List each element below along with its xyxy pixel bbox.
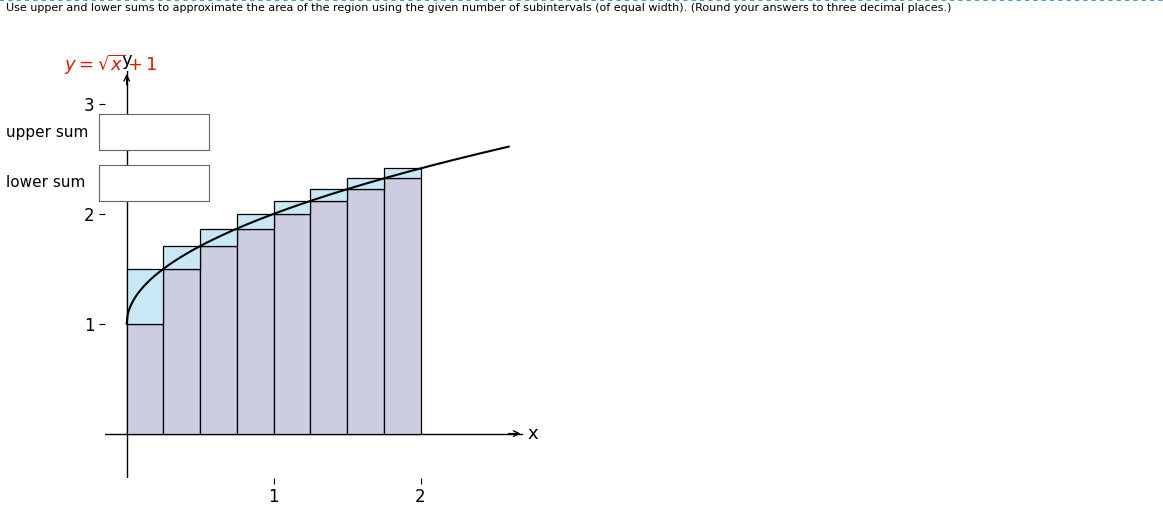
Bar	[273, 201, 311, 214]
Bar	[347, 189, 384, 434]
Text: upper sum: upper sum	[6, 124, 88, 140]
Bar	[384, 178, 421, 434]
Text: y: y	[121, 51, 133, 69]
Bar	[127, 324, 164, 434]
Bar	[384, 169, 421, 178]
Text: $y = \sqrt{x} + 1$: $y = \sqrt{x} + 1$	[64, 53, 158, 77]
Bar	[273, 214, 311, 434]
Bar	[164, 246, 200, 269]
Bar	[347, 178, 384, 189]
Bar	[200, 246, 237, 434]
Bar	[237, 214, 273, 229]
Text: Use upper and lower sums to approximate the area of the region using the given n: Use upper and lower sums to approximate …	[6, 3, 951, 13]
Text: x: x	[528, 425, 538, 442]
Bar	[164, 269, 200, 434]
Bar	[311, 189, 347, 201]
Bar	[237, 229, 273, 434]
Bar	[311, 201, 347, 434]
Bar	[127, 269, 164, 324]
Bar	[200, 229, 237, 246]
Text: lower sum: lower sum	[6, 175, 85, 190]
